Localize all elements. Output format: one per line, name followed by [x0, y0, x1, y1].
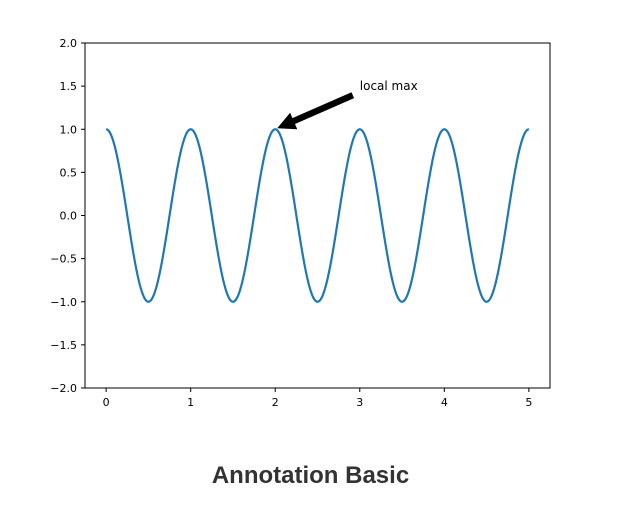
y-tick-label: −2.0 — [50, 382, 77, 395]
y-tick-label: −1.5 — [50, 339, 77, 352]
y-tick-label: 1.5 — [60, 80, 78, 93]
page-caption: Annotation Basic — [211, 462, 410, 489]
x-tick-label: 0 — [103, 396, 110, 409]
annotation-label: local max — [360, 79, 418, 93]
y-tick-label: 1.0 — [60, 123, 78, 136]
x-tick-label: 2 — [272, 396, 279, 409]
x-tick-label: 3 — [356, 396, 363, 409]
y-tick-label: −1.0 — [50, 296, 77, 309]
x-tick-label: 4 — [441, 396, 448, 409]
series-layer — [105, 128, 530, 303]
annotation-layer: local max — [277, 79, 418, 130]
y-tick-label: −0.5 — [50, 253, 77, 266]
y-tick-label: 0.5 — [60, 166, 78, 179]
series-line — [105, 128, 530, 303]
x-tick-label: 1 — [187, 396, 194, 409]
y-tick-label: 0.0 — [60, 210, 78, 223]
plot-area — [85, 43, 550, 388]
y-tick-label: 2.0 — [60, 37, 78, 50]
annotation-arrow — [277, 92, 355, 130]
x-tick-label: 5 — [525, 396, 532, 409]
x-axis: 0 1 2 3 4 5 — [103, 388, 532, 409]
y-axis: 2.0 1.5 1.0 0.5 0.0 −0.5 −1.0 −1.5 −2.0 — [50, 37, 85, 395]
